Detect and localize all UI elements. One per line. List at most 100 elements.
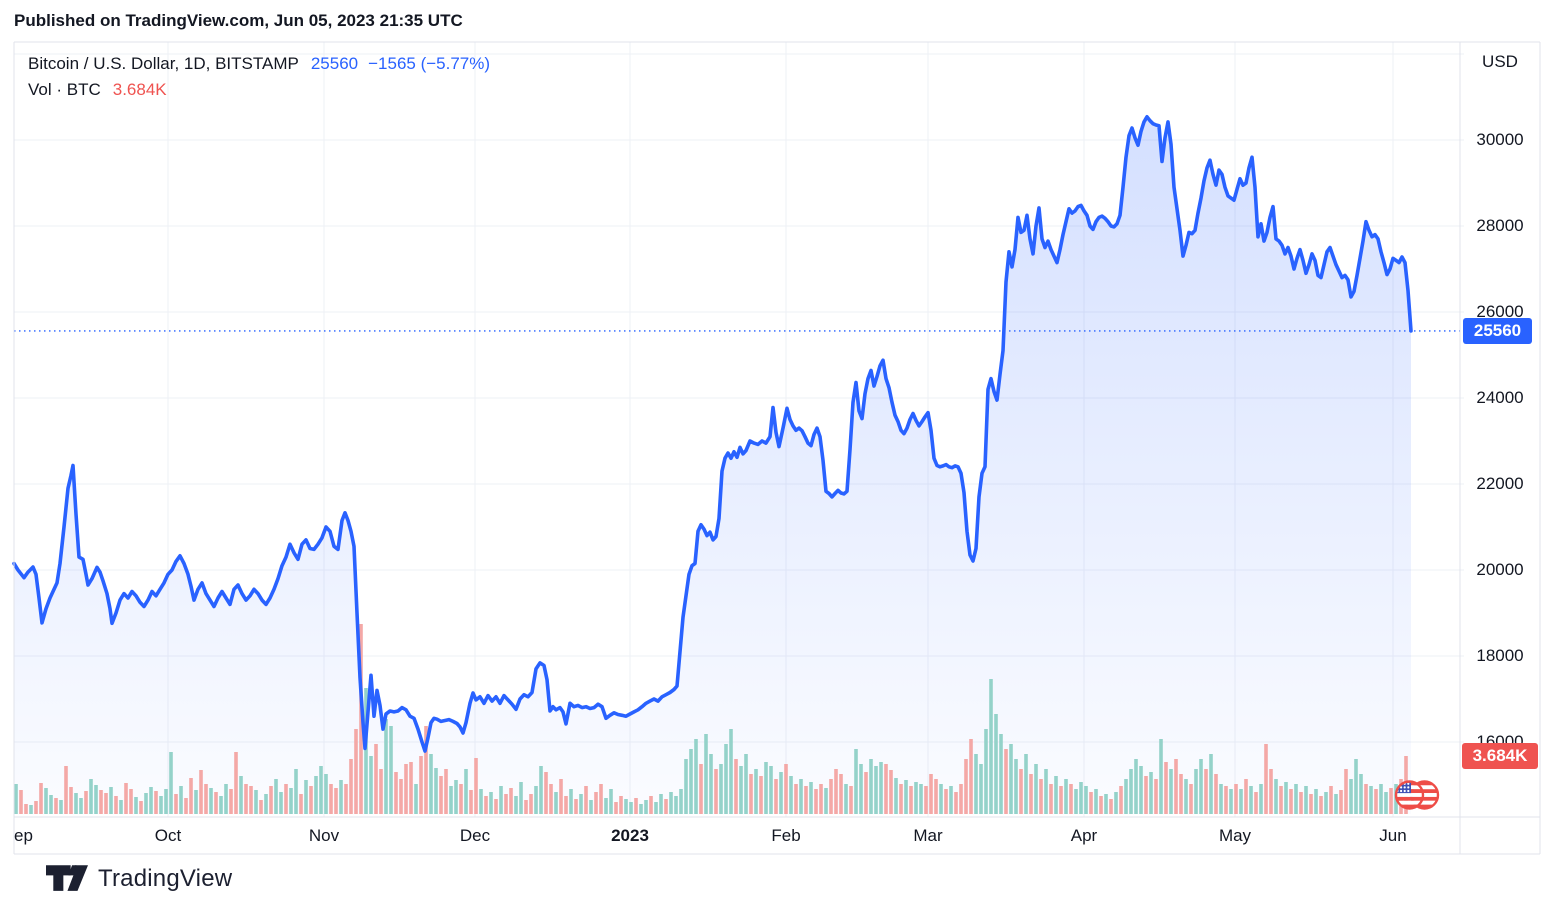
volume-bar: [699, 764, 703, 814]
volume-bar: [599, 784, 603, 814]
price-axis-label-28000: 28000: [1476, 216, 1524, 235]
volume-bar: [704, 734, 708, 814]
volume-bar: [1059, 786, 1063, 814]
volume-bar: [1139, 766, 1143, 814]
volume-bar: [729, 729, 733, 814]
volume-bar: [684, 759, 688, 814]
volume-bar: [814, 789, 818, 814]
volume-bar: [1054, 776, 1058, 814]
volume-bar: [584, 786, 588, 814]
volume-bar: [294, 769, 298, 814]
volume-bar: [1169, 769, 1173, 814]
volume-bar: [84, 791, 88, 814]
volume-bar: [1074, 789, 1078, 814]
volume-bar: [1199, 759, 1203, 814]
volume-bar: [744, 754, 748, 814]
volume-bar: [189, 778, 193, 814]
volume-bar: [839, 774, 843, 814]
volume-bar: [1184, 779, 1188, 814]
volume-bar: [499, 786, 503, 814]
volume-bar: [939, 784, 943, 814]
volume-bar: [94, 785, 98, 814]
volume-bar: [484, 796, 488, 814]
volume-bar: [1384, 792, 1388, 814]
tradingview-logo-text: TradingView: [98, 865, 233, 892]
volume-bar: [994, 714, 998, 814]
volume-bar: [709, 754, 713, 814]
volume-bar: [949, 786, 953, 814]
volume-bar: [1094, 789, 1098, 814]
time-axis-label-Feb: Feb: [771, 826, 801, 845]
price-area-fill: [14, 116, 1411, 815]
volume-bar: [989, 679, 993, 814]
volume-bar: [1259, 784, 1263, 814]
volume-bar: [414, 784, 418, 814]
volume-bar: [409, 762, 413, 814]
volume-bar: [1024, 754, 1028, 814]
time-axis-label-Oct: Oct: [154, 826, 182, 845]
volume-bar: [639, 804, 643, 814]
volume-bar: [219, 796, 223, 814]
volume-bar: [259, 800, 263, 814]
volume-bar: [289, 788, 293, 814]
volume-bar: [1034, 764, 1038, 814]
volume-bar: [134, 797, 138, 814]
volume-bar: [579, 794, 583, 814]
volume-bar: [149, 787, 153, 814]
volume-bar: [1104, 794, 1108, 814]
price-axis-label-20000: 20000: [1476, 560, 1524, 579]
volume-bar: [379, 769, 383, 814]
published-caption: Published on TradingView.com, Jun 05, 20…: [14, 11, 463, 30]
volume-bar: [1374, 789, 1378, 814]
volume-bar: [1119, 786, 1123, 814]
volume-bar: [114, 796, 118, 814]
volume-bar: [1219, 784, 1223, 814]
volume-bar: [144, 793, 148, 814]
volume-bar: [864, 772, 868, 814]
time-axis-label-Apr: Apr: [1070, 826, 1098, 845]
volume-bar: [524, 800, 528, 814]
volume-bar: [1354, 759, 1358, 814]
volume-bar: [1009, 744, 1013, 814]
volume-bar: [654, 802, 658, 814]
volume-bar: [1369, 786, 1373, 814]
volume-bar: [354, 729, 358, 814]
volume-bar: [184, 798, 188, 814]
volume-bar: [1214, 774, 1218, 814]
volume-bar: [419, 756, 423, 814]
volume-bar: [519, 782, 523, 814]
price-axis-label-22000: 22000: [1476, 474, 1524, 493]
volume-bar: [1334, 794, 1338, 814]
volume-bar: [1129, 769, 1133, 814]
price-axis-unit-label: USD: [1482, 52, 1518, 71]
volume-bar: [1279, 786, 1283, 814]
volume-bar: [649, 796, 653, 814]
volume-bar: [19, 790, 23, 814]
volume-label: Vol · BTC: [28, 80, 101, 99]
volume-bar: [514, 796, 518, 814]
volume-bar: [79, 798, 83, 814]
volume-bar: [339, 780, 343, 814]
volume-bar: [889, 770, 893, 814]
volume-bar: [1274, 779, 1278, 814]
volume-bar: [14, 784, 18, 814]
volume-bar: [644, 800, 648, 814]
volume-bar: [764, 762, 768, 814]
time-axis-label-2023: 2023: [611, 826, 649, 845]
volume-bar: [174, 794, 178, 814]
volume-bar: [1044, 769, 1048, 814]
volume-bar: [389, 726, 393, 814]
volume-bar: [1069, 784, 1073, 814]
last-price-badge: 25560: [1463, 318, 1532, 344]
volume-bar: [934, 779, 938, 814]
volume-bar: [129, 789, 133, 814]
tradingview-watermark[interactable]: TradingView: [46, 864, 232, 894]
volume-bar: [109, 787, 113, 814]
tradingview-logo-icon: [46, 865, 88, 891]
last-price-value: 25560: [310, 54, 359, 73]
volume-bar: [1089, 792, 1093, 814]
volume-bar: [1159, 739, 1163, 814]
volume-bar: [1004, 749, 1008, 814]
volume-bar: [49, 795, 53, 814]
